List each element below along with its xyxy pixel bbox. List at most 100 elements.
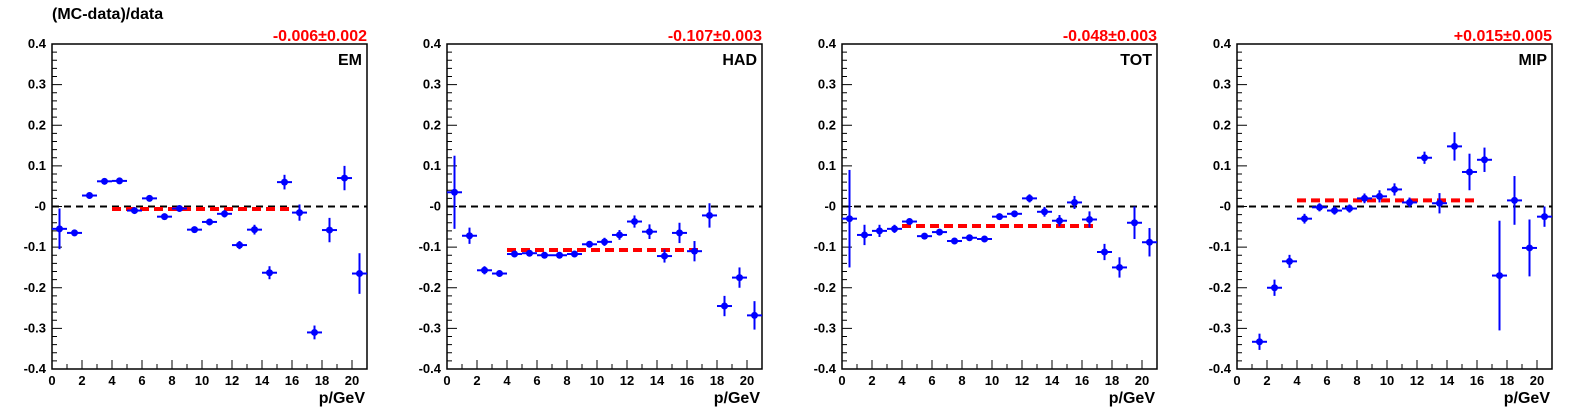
x-tick-label: 12 (620, 373, 634, 388)
x-tick-label: 0 (1233, 373, 1240, 388)
y-tick-label: -0.3 (1209, 320, 1231, 335)
data-point (857, 224, 872, 246)
marker (616, 231, 623, 239)
data-point (872, 224, 887, 237)
data-point (1007, 210, 1022, 218)
x-tick-label: 10 (590, 373, 604, 388)
y-tick-label: -0 (34, 199, 46, 214)
x-tick-label: 18 (315, 373, 329, 388)
marker (1421, 154, 1428, 162)
data-point (1492, 220, 1507, 331)
x-tick-label: 10 (985, 373, 999, 388)
x-tick-label: 20 (345, 373, 359, 388)
data-point (917, 232, 932, 240)
x-tick-label: 6 (1323, 373, 1330, 388)
data-point (947, 237, 962, 245)
x-tick-label: 16 (680, 373, 694, 388)
y-tick-label: 0.1 (423, 158, 441, 173)
x-tick-label: 2 (473, 373, 480, 388)
data-point (1097, 243, 1112, 261)
marker (281, 178, 288, 186)
marker (646, 228, 653, 236)
marker (356, 270, 363, 278)
y-tick-label: -0.1 (24, 239, 46, 254)
y-tick-label: -0.3 (24, 320, 46, 335)
marker (56, 225, 63, 233)
data-point (842, 169, 857, 268)
marker (1316, 203, 1323, 211)
marker (1406, 198, 1413, 206)
x-tick-label: 8 (563, 373, 570, 388)
data-point (447, 155, 462, 229)
data-point (1112, 257, 1127, 278)
data-point (477, 266, 492, 275)
x-tick-label: 10 (195, 373, 209, 388)
data-point (157, 213, 172, 221)
panel-tot: 0 2 4 6 8 10 12 14 16 18 20 -0.4 -0.3 -0.2 -0.1 -0 0.1 0.… (814, 28, 1158, 407)
y-tick-label: 0.3 (1213, 77, 1231, 92)
marker (996, 213, 1003, 221)
data-point (1402, 197, 1417, 208)
y-tick-label: -0.1 (814, 239, 836, 254)
y-tick-label: -0.4 (24, 361, 47, 376)
data-point (172, 205, 187, 213)
x-tick-label: 14 (255, 373, 270, 388)
marker (511, 250, 518, 258)
data-point (627, 215, 642, 228)
marker (251, 226, 258, 234)
marker (1116, 263, 1123, 271)
marker (1301, 215, 1308, 223)
panel-label: MIP (1519, 52, 1548, 69)
x-tick-label: 0 (443, 373, 450, 388)
marker (966, 234, 973, 242)
y-tick-label: 0.2 (818, 117, 836, 132)
y-tick-label: 0.1 (818, 158, 836, 173)
x-tick-label: 10 (1380, 373, 1394, 388)
marker (661, 252, 668, 260)
marker (146, 194, 153, 202)
marker (86, 192, 93, 200)
marker (571, 250, 578, 258)
marker (981, 235, 988, 243)
marker (861, 231, 868, 239)
marker (466, 232, 473, 240)
y-tick-label: -0.3 (814, 320, 836, 335)
y-tick-label: -0.1 (1209, 239, 1231, 254)
x-tick-label: 4 (1293, 373, 1301, 388)
marker (1376, 192, 1383, 200)
data-point (1312, 203, 1327, 212)
marker (1286, 257, 1293, 265)
data-point (97, 177, 112, 185)
x-tick-label: 6 (138, 373, 145, 388)
marker (751, 311, 758, 319)
marker (1256, 338, 1263, 346)
data-point (747, 301, 762, 330)
data-point (717, 295, 732, 317)
marker (526, 249, 533, 257)
panel-em: 0 2 4 6 8 10 12 14 16 18 20 -0.4 -0.3 -0.2 -0.1 -0 0.1 0.… (24, 28, 368, 407)
y-tick-label: -0.2 (814, 280, 836, 295)
marker (691, 247, 698, 255)
marker (236, 241, 243, 249)
x-tick-label: 20 (1530, 373, 1544, 388)
data-point (202, 218, 217, 226)
marker (1131, 219, 1138, 227)
marker (1526, 244, 1533, 252)
x-tick-label: 0 (48, 373, 55, 388)
x-tick-label: 16 (1075, 373, 1089, 388)
marker (296, 209, 303, 217)
data-point (1127, 206, 1142, 239)
marker (1271, 284, 1278, 292)
x-tick-label: 2 (1263, 373, 1270, 388)
marker (1496, 272, 1503, 280)
marker (326, 226, 333, 234)
y-tick-label: -0.4 (814, 361, 837, 376)
x-tick-label: 12 (1410, 373, 1424, 388)
x-tick-label: 2 (868, 373, 875, 388)
data-point (262, 266, 277, 280)
y-tick-label: -0.1 (419, 239, 441, 254)
x-tick-label: 4 (108, 373, 116, 388)
x-tick-label: 18 (710, 373, 724, 388)
marker (721, 302, 728, 310)
data-point (1252, 333, 1267, 350)
